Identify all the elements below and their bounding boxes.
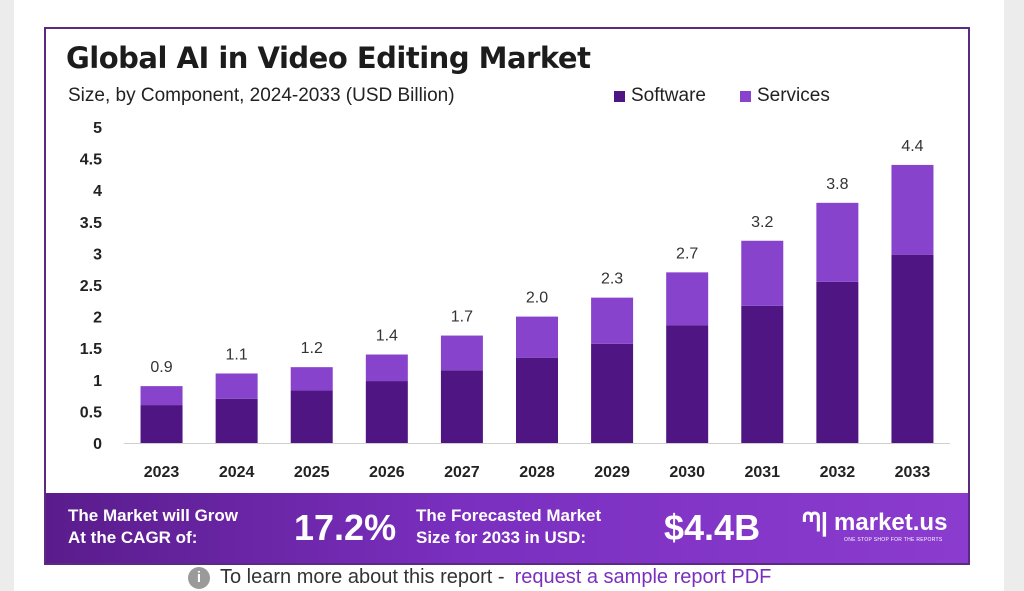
bar-total-label: 3.8 (826, 176, 848, 193)
forecast-value: $4.4B (664, 507, 761, 548)
bar-software-2029 (591, 343, 634, 443)
bar-total-label: 1.2 (301, 340, 323, 357)
summary-banner: The Market will Grow At the CAGR of: 17.… (46, 493, 968, 563)
bar-software-2030 (666, 325, 709, 443)
bar-software-2028 (516, 357, 558, 443)
x-tick-label: 2025 (294, 464, 330, 481)
bar-total-label: 1.4 (376, 328, 398, 345)
bar-total-label: 4.4 (901, 138, 923, 155)
report-footer: i To learn more about this report - requ… (188, 566, 771, 589)
chart-legend: Software Services (614, 85, 830, 107)
y-tick-label: 3 (93, 246, 102, 263)
bar-services-2032 (816, 202, 859, 282)
bar-total-label: 2.7 (676, 245, 698, 262)
bar-software-2024 (215, 398, 258, 443)
bar-software-2033 (891, 254, 934, 443)
legend-item-software: Software (614, 85, 706, 107)
x-tick-label: 2029 (594, 464, 630, 481)
bar-software-2031 (741, 305, 784, 443)
legend-swatch-software (614, 90, 625, 102)
x-tick-label: 2024 (219, 464, 255, 481)
y-tick-label: 0 (93, 436, 102, 453)
bar-chart: 0 0.5 1 1.5 2 2.5 3 3.5 4 4.5 5 0.9 2023 1.1 2024 1.2 20… (80, 120, 950, 481)
chart-title: Global AI in Video Editing Market (66, 41, 591, 75)
legend-label-services: Services (756, 85, 830, 106)
market-us-logo-icon: ᘉ| (802, 507, 829, 537)
legend-item-services: Services (739, 85, 830, 107)
brand-tagline: ONE STOP SHOP FOR THE REPORTS (844, 537, 943, 543)
bar-services-2031 (741, 240, 784, 306)
bar-software-2032 (816, 281, 859, 443)
bar-software-2025 (290, 390, 333, 443)
bar-software-2027 (440, 370, 483, 443)
x-tick-label: 2030 (669, 464, 705, 481)
brand-name: market.us (834, 509, 948, 536)
chart-subtitle: Size, by Component, 2024-2033 (USD Billi… (68, 85, 455, 106)
y-tick-label: 5 (93, 120, 102, 137)
bar-services-2025 (290, 367, 333, 391)
bar-total-label: 2.3 (601, 271, 623, 288)
chart-card: Global AI in Video Editing Market Size, … (44, 27, 970, 565)
cagr-value: 17.2% (294, 507, 397, 548)
bar-services-2028 (516, 316, 558, 358)
x-tick-label: 2032 (820, 464, 856, 481)
y-tick-label: 1 (93, 373, 102, 390)
cagr-label: The Market will Grow At the CAGR of: (68, 506, 239, 547)
footer-text: To learn more about this report - (220, 566, 505, 588)
bar-software-2026 (365, 381, 408, 443)
brand-logo: ᘉ| market.us ONE STOP SHOP FOR THE REPOR… (802, 507, 948, 543)
x-tick-label: 2026 (369, 464, 405, 481)
bar-services-2026 (365, 354, 408, 382)
bar-total-label: 1.7 (451, 309, 473, 326)
bar-total-label: 3.2 (751, 214, 773, 231)
y-tick-label: 1.5 (80, 341, 102, 358)
x-tick-label: 2031 (744, 464, 780, 481)
forecast-label: The Forecasted Market Size for 2033 in U… (416, 506, 602, 547)
legend-label-software: Software (631, 85, 706, 106)
y-tick-label: 2 (93, 310, 102, 327)
x-tick-label: 2027 (444, 464, 480, 481)
bar-software-2023 (140, 405, 183, 443)
y-tick-label: 0.5 (80, 404, 102, 421)
sample-report-link[interactable]: request a sample report PDF (514, 566, 772, 588)
bar-services-2027 (440, 335, 483, 371)
x-tick-label: 2033 (895, 464, 931, 481)
y-tick-label: 4.5 (80, 152, 102, 169)
bar-services-2030 (666, 272, 709, 326)
x-tick-label: 2023 (144, 464, 180, 481)
bar-total-label: 1.1 (226, 346, 248, 363)
bar-services-2029 (591, 297, 634, 344)
y-tick-label: 4 (93, 183, 102, 200)
bar-total-label: 2.0 (526, 290, 548, 307)
info-icon: i (188, 566, 210, 589)
bar-services-2023 (140, 386, 183, 406)
bar-total-label: 0.9 (150, 359, 172, 376)
x-tick-label: 2028 (519, 464, 555, 481)
bar-services-2024 (215, 373, 258, 399)
y-tick-label: 3.5 (80, 215, 102, 232)
y-tick-label: 2.5 (80, 278, 102, 295)
legend-swatch-services (739, 90, 751, 102)
bar-services-2033 (891, 164, 934, 255)
